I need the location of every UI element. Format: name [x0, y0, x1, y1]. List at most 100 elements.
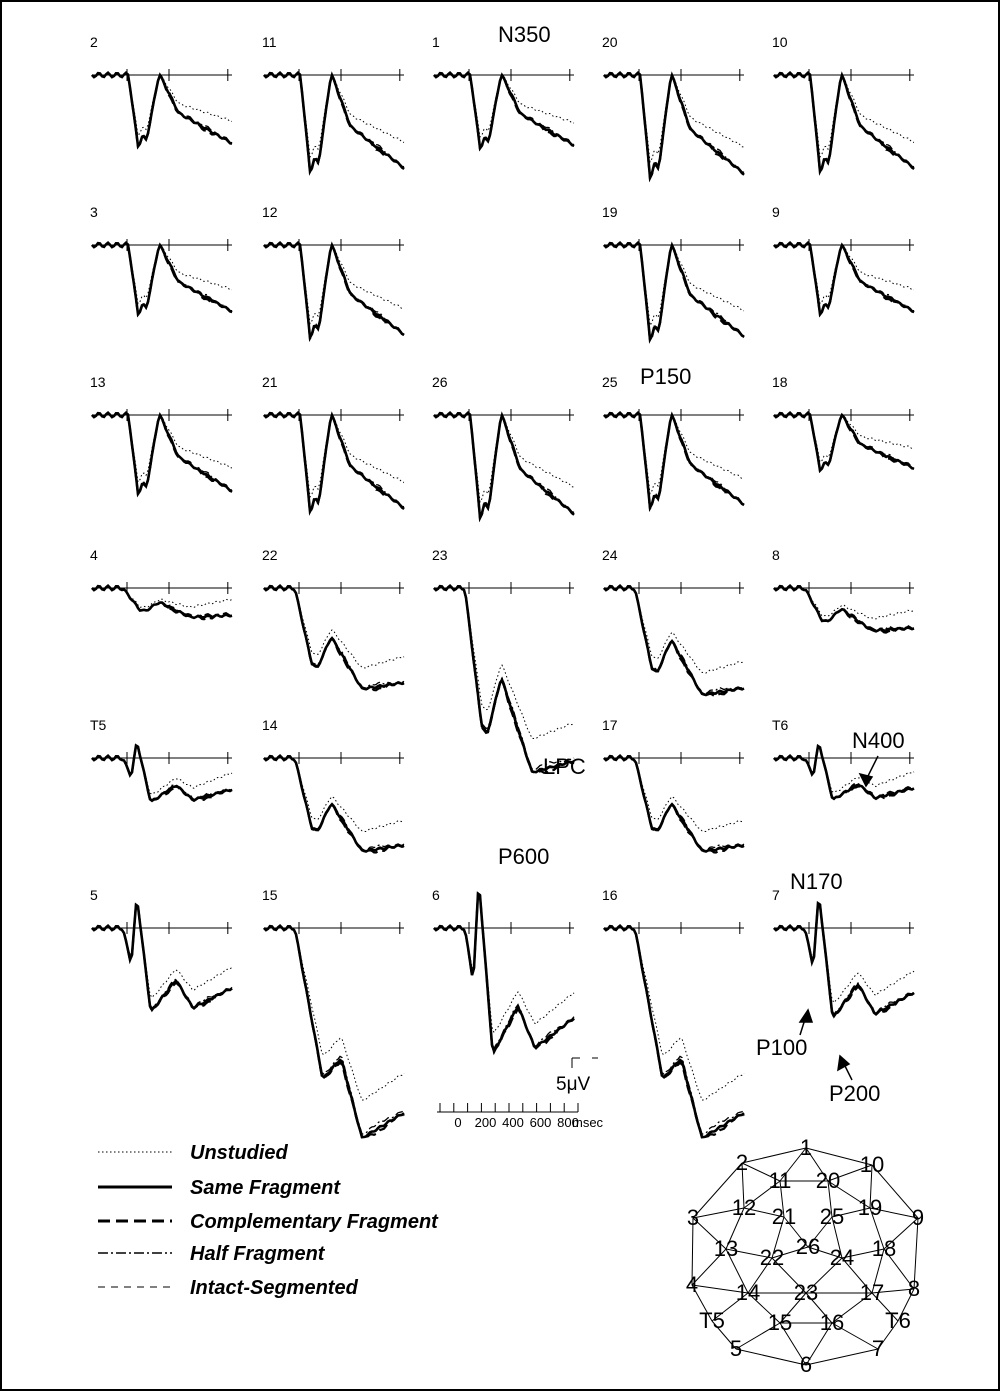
panel-11: 11: [262, 34, 405, 177]
electrode-map-edge: [827, 1164, 873, 1182]
electrode-label: 20: [816, 1168, 840, 1193]
electrode-map-edge: [831, 1216, 843, 1259]
panel-5: 5: [90, 887, 233, 1013]
annotation-p200: P200: [829, 1081, 880, 1106]
series-4-line: [91, 744, 233, 802]
electrode-label: 15: [768, 1310, 792, 1335]
series-4-line: [91, 904, 233, 1010]
panel-t6: T6: [772, 717, 915, 801]
series-4-line: [603, 584, 745, 695]
series-5-line: [263, 585, 405, 690]
electrode-map-edge: [691, 1217, 694, 1286]
electrode-map-edge: [743, 1207, 785, 1218]
electrode-map-edge: [741, 1147, 807, 1164]
series-5-line: [263, 412, 405, 514]
electrode-map-edge: [805, 1348, 879, 1366]
annotation-arrows: [798, 755, 879, 1081]
electrode-map-edge: [869, 1164, 873, 1209]
panel-label: 7: [772, 887, 780, 903]
electrode-map-edge: [831, 1292, 873, 1324]
panel-23: 23: [432, 547, 575, 775]
time-tick-label: 200: [475, 1115, 497, 1130]
electrode-label: 21: [772, 1204, 796, 1229]
panel-label: 12: [262, 204, 278, 220]
time-tick-label: 0: [454, 1115, 461, 1130]
electrode-map-edge: [747, 1257, 773, 1294]
series-4-line: [603, 411, 745, 508]
electrode-label: 13: [714, 1236, 738, 1261]
electrode-map-edge: [827, 1180, 871, 1209]
series-5-line: [603, 242, 745, 342]
electrode-map-edge: [691, 1284, 749, 1294]
electrode-label: 1: [800, 1135, 812, 1160]
series-4-line: [91, 411, 233, 494]
electrode-label: 5: [730, 1336, 742, 1361]
series-4-line: [433, 71, 575, 149]
electrode-map-edge: [725, 1207, 745, 1250]
panel-label: 9: [772, 204, 780, 220]
series-5-line: [773, 585, 915, 633]
panel-2: 2: [90, 34, 233, 150]
panel-20: 20: [602, 34, 745, 183]
electrode-label: 10: [860, 1152, 884, 1177]
panel-label: 2: [90, 34, 98, 50]
legend-label-same: Same Fragment: [190, 1177, 341, 1199]
electrode-map-edge: [711, 1320, 737, 1350]
series-4-line: [773, 902, 915, 1016]
panel-16: 16: [602, 887, 745, 1139]
panel-13: 13: [90, 374, 233, 498]
series-5-line: [91, 585, 233, 619]
electrode-map-edge: [771, 1216, 785, 1259]
series-4-line: [433, 893, 575, 1051]
electrode-map-edge: [897, 1288, 915, 1322]
annotation-n170: N170: [790, 869, 843, 894]
electrode-map-edge: [871, 1292, 899, 1322]
panel-25: 25: [602, 374, 745, 513]
series-5-line: [91, 242, 233, 316]
series-5-line: [91, 903, 233, 1011]
panel-label: 22: [262, 547, 278, 563]
electrode-map-edge: [783, 1216, 809, 1248]
series-5-line: [773, 72, 915, 174]
panel-17: 17: [602, 717, 745, 854]
annotation-n350: N350: [498, 22, 551, 47]
electrode-map-edge: [805, 1322, 833, 1366]
electrode-label: T5: [699, 1308, 725, 1333]
electrode-map-edge: [883, 1217, 919, 1250]
electrode-map-edge: [692, 1217, 727, 1250]
electrode-map-edge: [871, 1288, 915, 1294]
panel-label: 26: [432, 374, 448, 390]
electrode-map-edge: [841, 1257, 873, 1294]
series-4-line: [773, 411, 915, 471]
electrode-map-edge: [691, 1284, 713, 1322]
series-4-line: [263, 754, 405, 852]
panel-10: 10: [772, 34, 915, 177]
panel-12: 12: [262, 204, 405, 343]
series-5-line: [773, 902, 915, 1017]
electrode-label: 16: [820, 1310, 844, 1335]
panel-label: 25: [602, 374, 618, 390]
series-4-line: [603, 754, 745, 852]
panel-15: 15: [262, 887, 405, 1139]
panel-label: 23: [432, 547, 448, 563]
electrode-map-edge: [807, 1216, 833, 1248]
panel-label: 8: [772, 547, 780, 563]
panel-label: 17: [602, 717, 618, 733]
electrode-map-edge: [913, 1217, 919, 1290]
series-4-line: [603, 924, 745, 1135]
amplitude-scale-bar: [571, 1057, 598, 1068]
panel-26: 26: [432, 374, 575, 523]
series-4-line: [91, 584, 233, 619]
electrode-map-edge: [692, 1207, 745, 1219]
electrode-label: 3: [687, 1205, 699, 1230]
panel-22: 22: [262, 547, 405, 692]
panel-19: 19: [602, 204, 745, 345]
electrode-map-edge: [841, 1248, 885, 1259]
time-tick-label: 400: [502, 1115, 524, 1130]
legend: Unstudied Same Fragment Complementary Fr…: [98, 1142, 439, 1299]
panel-t5: T5: [90, 717, 233, 803]
electrode-map-edge: [805, 1147, 829, 1182]
series-4-line: [263, 584, 405, 689]
panel-1: 1: [432, 34, 575, 152]
